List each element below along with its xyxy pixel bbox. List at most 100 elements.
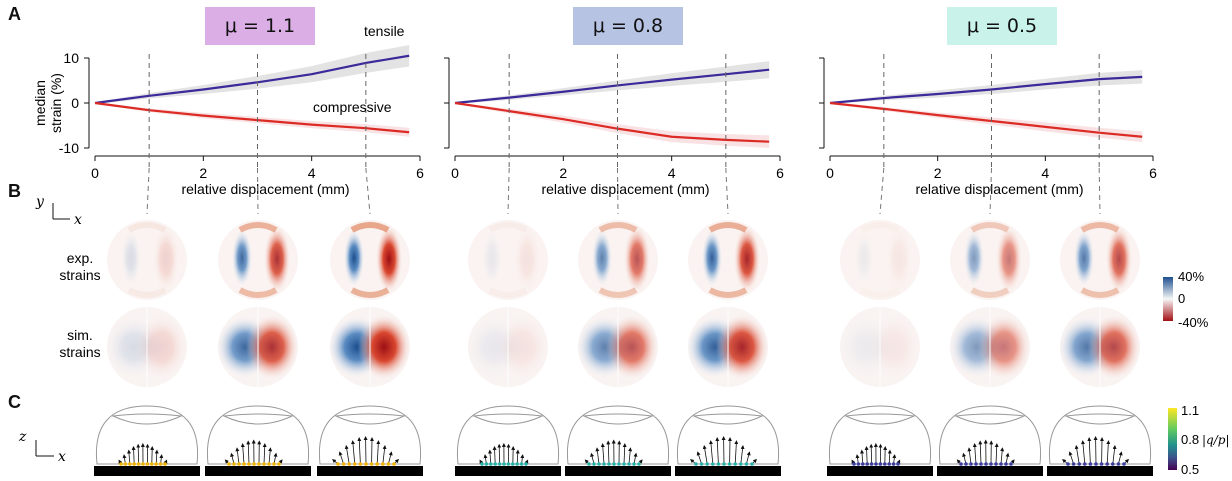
snapshot-connector [725, 167, 729, 215]
force-arrow [628, 447, 633, 465]
force-arrow [1112, 444, 1117, 465]
strain-colorbar-tick-top: 40% [1178, 269, 1204, 284]
contact-dot [237, 462, 241, 466]
snapshot-connector [146, 167, 150, 215]
contact-dot [974, 462, 978, 466]
series-line-tensile [829, 75, 1143, 105]
x-tick-label: 0 [91, 165, 99, 181]
series-line-compressive [829, 101, 1143, 138]
inner-lens-outline [1064, 413, 1136, 425]
exp-blue-region [344, 230, 364, 286]
body-outline [456, 405, 560, 465]
sim-strain-disc [217, 307, 298, 387]
contact-dot [267, 462, 271, 466]
force-arrow [131, 445, 136, 465]
contact-dot [519, 462, 524, 466]
contact-dot [262, 462, 266, 466]
ground-bar [1047, 466, 1153, 476]
row-label-sim-1: sim. [67, 327, 93, 343]
force-arrow [708, 440, 714, 465]
contact-dot [1111, 462, 1115, 466]
exp-bottom-arc [708, 287, 748, 298]
chart-2: 0 2 4 6 relative displacement (mm) [444, 54, 784, 197]
contact-dot [869, 462, 874, 466]
contact-dot [587, 462, 591, 466]
exp-bottom-arc [488, 287, 528, 298]
contact-dot [257, 462, 261, 466]
contact-dot [617, 462, 621, 466]
contact-dot [612, 462, 616, 466]
panelC-axis-z: z [18, 429, 27, 445]
sim-red-lobe [716, 315, 768, 379]
force-arrow [1087, 437, 1092, 465]
contact-dot [515, 462, 519, 466]
contact-dot [607, 462, 611, 466]
contact-dot [347, 462, 352, 466]
exp-strain-disc [468, 220, 548, 300]
contact-dot [739, 462, 743, 466]
exp-top-arc [127, 222, 167, 233]
contact-dot [969, 462, 973, 466]
force-arrow [746, 451, 751, 465]
contact-dot [119, 462, 123, 466]
force-arrow [864, 445, 869, 465]
contact-diagram [565, 405, 671, 476]
force-arrow [1080, 440, 1086, 465]
exp-red-region [996, 226, 1022, 292]
y-tick-label: -10 [59, 140, 79, 156]
force-arrow [240, 443, 245, 465]
sim-strain-disc [949, 307, 1030, 387]
inner-lens-outline [334, 413, 406, 425]
exp-blue-region [1074, 230, 1094, 286]
y-tick-label: 0 [71, 95, 79, 111]
force-arrow [622, 443, 627, 465]
body-outline [318, 405, 422, 465]
snapshot-connector [879, 167, 885, 215]
contact-dot [622, 462, 626, 466]
contact-dot [227, 462, 231, 466]
force-arrow [350, 440, 356, 465]
force-arrow [262, 443, 267, 465]
force-arrow [860, 449, 865, 465]
ground-bar [205, 466, 311, 476]
force-arrow [246, 440, 251, 465]
panelC-axes-glyph: z x [18, 429, 66, 465]
mu-label-3: μ = 0.5 [947, 7, 1057, 45]
exp-bottom-arc [598, 287, 638, 298]
contact-dot [123, 462, 128, 466]
inner-lens-outline [472, 413, 544, 425]
exp-strain-disc [107, 220, 187, 300]
inner-lens-outline [111, 413, 183, 425]
contact-dot [232, 462, 236, 466]
contact-dot [1077, 462, 1081, 466]
exp-top-arc [708, 222, 748, 233]
contact-dot [336, 462, 340, 466]
contact-dot [852, 462, 856, 466]
exp-red-region [376, 226, 402, 292]
exp-top-arc [860, 222, 900, 233]
contact-dot [856, 462, 861, 466]
chart-1: -10 0 10 0 2 4 6 relative displacement (mm) [59, 44, 424, 197]
force-arrow [235, 447, 240, 465]
exp-blue-region [592, 230, 612, 286]
x-tick-label: 4 [1041, 165, 1049, 181]
exp-blue-region [482, 230, 502, 286]
sim-red-lobe [606, 315, 658, 379]
strain-colorbar: 40% 0 -40% [1163, 269, 1209, 330]
exp-top-arc [970, 222, 1010, 233]
exp-red-region [1106, 226, 1132, 292]
sim-red-lobe [246, 315, 298, 379]
contact-dot [247, 462, 251, 466]
contact-dot [493, 462, 498, 466]
contact-dot [480, 462, 484, 466]
contact-dot [891, 462, 896, 466]
exp-blue-region [854, 230, 874, 286]
exp-top-arc [350, 222, 390, 233]
force-arrow [492, 445, 497, 465]
x-tick-label: 0 [451, 165, 459, 181]
contact-dot [381, 462, 385, 466]
force-arrow [887, 449, 892, 465]
body-outline [1048, 405, 1152, 465]
contact-dot [145, 462, 150, 466]
contact-dot [341, 462, 346, 466]
